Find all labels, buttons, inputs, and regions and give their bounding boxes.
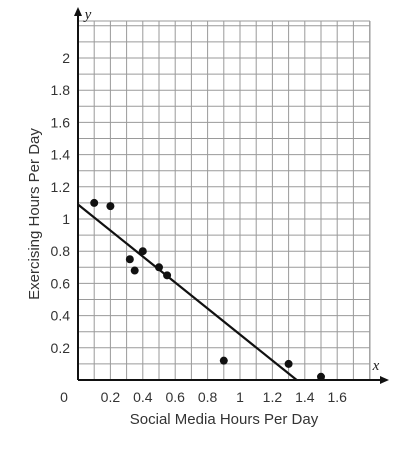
y-tick-label: 0.8 — [51, 243, 71, 259]
y-tick-label: 0.2 — [51, 340, 71, 356]
x-tick-label: 0.2 — [101, 389, 121, 405]
x-tick-label: 0.6 — [165, 389, 185, 405]
grid — [77, 20, 371, 381]
origin-label: 0 — [60, 389, 68, 405]
x-tick-label: 1.4 — [295, 389, 315, 405]
tick-labels: 0.2 0.4 0.6 0.8 1 1.2 1.4 1.6 0.2 0.4 0.6 0.8 1 1.2 1.… — [51, 50, 348, 405]
y-tick-label: 2 — [62, 50, 70, 66]
y-tick-label: 0.4 — [51, 308, 71, 324]
y-axis-arrow — [74, 7, 82, 16]
x-axis-label: Social Media Hours Per Day — [130, 411, 319, 428]
data-point — [163, 271, 172, 280]
data-point — [106, 202, 115, 211]
axes — [74, 7, 389, 384]
data-point — [317, 372, 325, 381]
data-point — [130, 266, 139, 275]
y-tick-label: 1.2 — [51, 179, 71, 195]
y-tick-label: 1 — [62, 211, 70, 227]
data-point — [90, 198, 99, 207]
y-tick-label: 1.4 — [51, 147, 71, 163]
y-tick-label: 1.8 — [51, 82, 71, 98]
data-point — [284, 359, 293, 368]
data-point — [138, 247, 147, 256]
y-axis-letter: y — [83, 7, 92, 23]
x-tick-label: 0.8 — [198, 389, 218, 405]
trend-line — [77, 203, 298, 381]
data-point — [155, 263, 163, 272]
x-tick-label: 1 — [236, 389, 244, 405]
x-tick-label: 0.4 — [133, 389, 153, 405]
y-tick-label: 0.6 — [51, 275, 71, 291]
data-point — [219, 356, 228, 365]
x-tick-label: 1.2 — [263, 389, 283, 405]
x-tick-label: 1.6 — [327, 389, 347, 405]
data-points — [90, 198, 325, 381]
y-tick-label: 1.6 — [51, 114, 71, 130]
x-axis-arrow — [380, 376, 389, 384]
x-axis-letter: x — [372, 358, 380, 374]
data-point — [125, 255, 134, 264]
y-axis-label: Exercising Hours Per Day — [26, 128, 43, 300]
